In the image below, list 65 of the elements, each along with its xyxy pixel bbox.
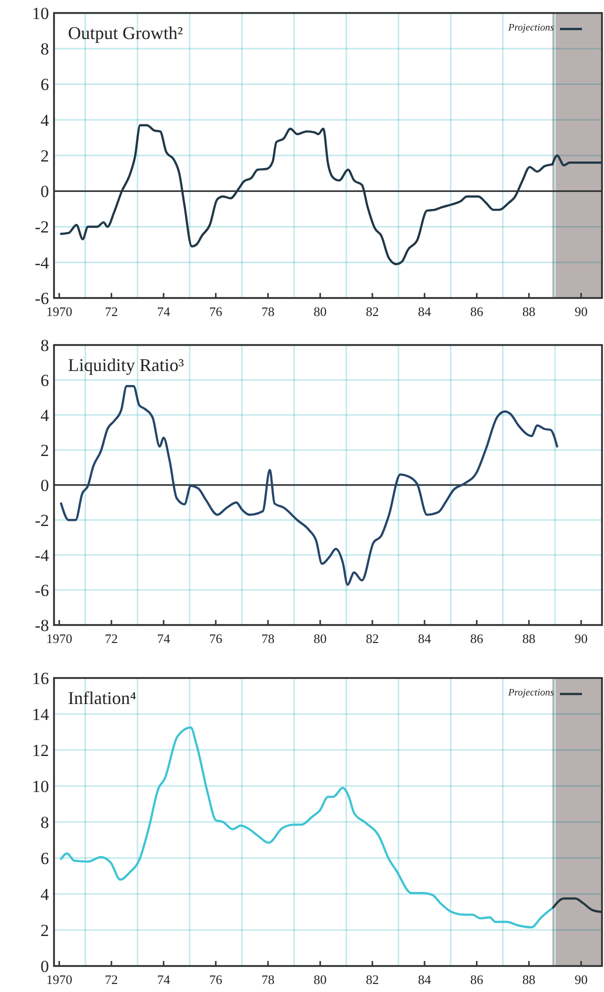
y-tick-label: -2 <box>34 510 49 530</box>
y-tick-label: 12 <box>32 740 49 760</box>
x-tick-label: 78 <box>261 631 274 646</box>
y-tick-label: 10 <box>32 4 49 23</box>
legend-label: Projections <box>507 22 554 34</box>
x-tick-label: 78 <box>261 304 274 319</box>
y-tick-label: 6 <box>40 75 49 94</box>
y-tick-label: 4 <box>40 884 50 904</box>
x-tick-label: 82 <box>366 631 379 646</box>
x-tick-label: 1970 <box>46 304 72 319</box>
x-tick-label: 80 <box>314 972 327 987</box>
x-tick-label: 84 <box>418 972 432 987</box>
y-tick-label: 6 <box>40 848 49 868</box>
x-tick-label: 76 <box>209 972 223 987</box>
y-tick-label: 0 <box>40 956 49 976</box>
y-tick-label: 2 <box>40 440 49 460</box>
x-tick-label: 90 <box>574 304 588 319</box>
x-tick-label: 1970 <box>46 972 72 987</box>
y-tick-label: -6 <box>34 580 49 600</box>
x-tick-label: 76 <box>209 304 223 319</box>
x-tick-label: 82 <box>366 304 379 319</box>
y-tick-label: 14 <box>32 704 50 724</box>
x-tick-label: 84 <box>418 304 432 319</box>
x-tick-label: 76 <box>209 631 223 646</box>
y-tick-label: -4 <box>34 253 50 272</box>
y-tick-label: 0 <box>40 182 49 202</box>
x-tick-label: 88 <box>522 631 536 646</box>
y-tick-label: -8 <box>34 616 49 635</box>
y-tick-label: -4 <box>34 546 50 565</box>
text: Output Growth² <box>68 23 183 43</box>
x-tick-label: 80 <box>314 304 327 319</box>
y-tick-label: 10 <box>32 776 49 796</box>
text: Inflation⁴ <box>68 688 136 708</box>
x-tick-label: 90 <box>574 972 588 987</box>
y-tick-label: 4 <box>40 110 50 130</box>
x-tick-label: 78 <box>261 972 274 987</box>
x-tick-label: 72 <box>104 972 118 987</box>
y-tick-label: -6 <box>34 288 49 308</box>
x-tick-label: 74 <box>157 972 171 987</box>
y-tick-label: 4 <box>40 406 50 425</box>
y-tick-label: 8 <box>40 336 49 355</box>
y-tick-label: 6 <box>40 370 49 390</box>
x-tick-label: 82 <box>366 972 379 987</box>
x-tick-label: 90 <box>574 631 588 646</box>
y-tick-label: 2 <box>40 920 49 940</box>
x-tick-label: 86 <box>470 972 484 987</box>
x-tick-label: 74 <box>157 631 171 646</box>
y-tick-label: 2 <box>40 146 49 166</box>
x-tick-label: 74 <box>157 304 171 319</box>
x-tick-label: 86 <box>470 631 484 646</box>
x-tick-label: 86 <box>470 304 484 319</box>
x-tick-label: 72 <box>104 631 118 646</box>
x-tick-label: 88 <box>522 972 536 987</box>
y-tick-label: -2 <box>34 218 49 237</box>
x-tick-label: 84 <box>418 631 432 646</box>
x-tick-label: 72 <box>104 304 118 319</box>
text: Liquidity Ratio³ <box>68 355 184 375</box>
x-tick-label: 1970 <box>46 631 72 646</box>
x-tick-label: 80 <box>314 631 327 646</box>
y-tick-label: 8 <box>40 40 49 59</box>
y-tick-label: 0 <box>40 476 49 495</box>
x-tick-label: 88 <box>522 304 536 319</box>
y-tick-label: 16 <box>32 668 49 688</box>
y-tick-label: 8 <box>40 812 49 832</box>
legend-label: Projections <box>507 688 554 698</box>
